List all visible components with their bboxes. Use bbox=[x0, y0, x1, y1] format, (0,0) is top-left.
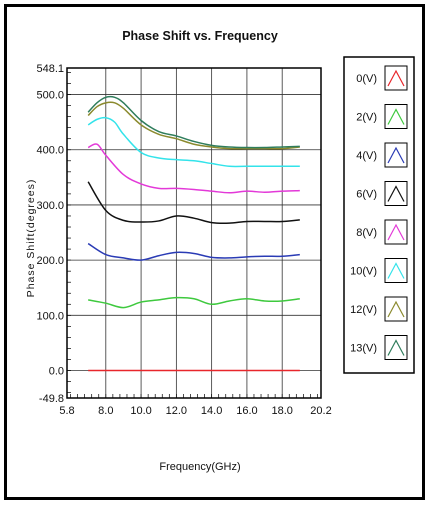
legend-swatch bbox=[387, 146, 405, 164]
legend-label: 4(V) bbox=[356, 150, 377, 162]
y-axis-label: Phase Shift(degrees) bbox=[25, 179, 37, 298]
x-tick-label: 20.2 bbox=[310, 405, 331, 417]
x-tick-label: 5.8 bbox=[59, 405, 74, 417]
x-tick-label: 12.0 bbox=[166, 405, 187, 417]
legend-swatch-box bbox=[384, 219, 408, 245]
series-line-6 bbox=[87, 101, 300, 150]
series-line-3 bbox=[87, 181, 300, 225]
legend-label: 6(V) bbox=[356, 189, 377, 201]
series-line-2 bbox=[87, 242, 300, 261]
legend-swatch-box bbox=[384, 258, 408, 283]
legend-swatch bbox=[387, 339, 405, 356]
series-line-1 bbox=[88, 296, 300, 309]
legend-label: 8(V) bbox=[356, 227, 377, 239]
y-tick-label: 100.0 bbox=[36, 310, 64, 322]
legend-label: 2(V) bbox=[356, 112, 377, 124]
legend-swatch bbox=[387, 262, 405, 279]
y-tick-label: 548.1 bbox=[36, 63, 64, 75]
legend-swatch-box bbox=[384, 181, 408, 206]
legend-label: 10(V) bbox=[350, 266, 377, 278]
y-tick-label: 400.0 bbox=[36, 145, 64, 157]
chart-title: Phase Shift vs. Frequency bbox=[122, 29, 278, 43]
y-tick-label: 0.0 bbox=[49, 366, 64, 378]
legend-swatch-box bbox=[384, 335, 408, 360]
x-tick-label: 16.0 bbox=[236, 405, 257, 417]
x-axis-label: Frequency(GHz) bbox=[159, 461, 240, 473]
x-tick-label: 18.0 bbox=[271, 405, 292, 417]
series-line-5 bbox=[87, 116, 300, 168]
legend-label: 0(V) bbox=[356, 73, 377, 85]
axis-ticks: 5.8 8.0 10.0 12.0 14.0 16.0 18.0 20.2 -49.8 0.0 10… bbox=[36, 63, 331, 417]
series-lines bbox=[87, 95, 300, 372]
y-tick-label: 300.0 bbox=[36, 200, 64, 212]
legend-swatch bbox=[387, 300, 405, 318]
x-tick-label: 8.0 bbox=[98, 405, 113, 417]
legend-swatch-box bbox=[384, 65, 408, 91]
legend-swatch-box bbox=[384, 104, 408, 129]
legend: 0(V) 2(V) 4(V) 6(V) 8(V) 10(V) 12(V) 13(V) bbox=[343, 56, 415, 374]
series-line-4 bbox=[87, 143, 300, 194]
legend-swatch bbox=[387, 223, 405, 241]
y-tick-label: 500.0 bbox=[36, 90, 64, 102]
legend-swatch bbox=[387, 108, 405, 125]
legend-swatch bbox=[387, 185, 405, 202]
series-line-7 bbox=[87, 95, 300, 149]
legend-label: 13(V) bbox=[350, 343, 377, 355]
x-tick-label: 14.0 bbox=[201, 405, 222, 417]
legend-swatch-box bbox=[384, 142, 408, 168]
legend-swatch bbox=[387, 69, 405, 87]
x-tick-label: 10.0 bbox=[130, 405, 151, 417]
y-tick-label: 200.0 bbox=[36, 255, 64, 267]
plot-area-border bbox=[66, 67, 322, 399]
y-tick-label: -49.8 bbox=[39, 393, 64, 405]
legend-swatch-box bbox=[384, 296, 408, 322]
legend-label: 12(V) bbox=[350, 304, 377, 316]
